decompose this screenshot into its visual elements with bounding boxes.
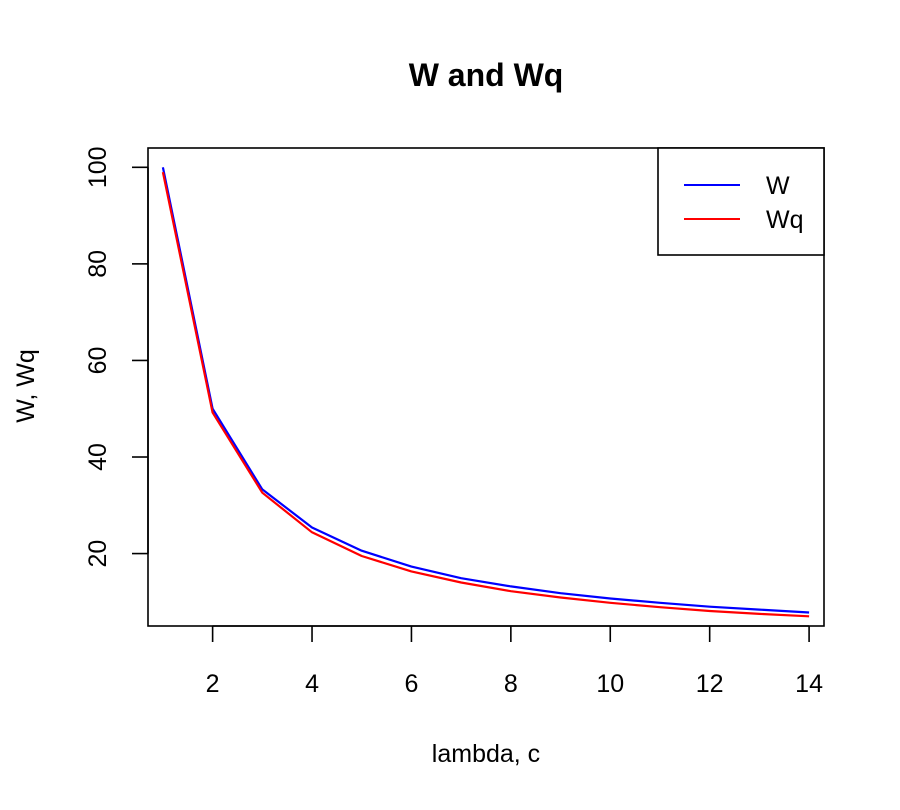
series-group [161, 167, 810, 618]
y-tick-label: 100 [84, 146, 112, 188]
x-tick-label: 4 [305, 670, 319, 698]
legend: W Wq [657, 147, 825, 256]
x-tick-label: 12 [696, 670, 724, 698]
x-tick-label: 14 [795, 670, 823, 698]
legend-box [657, 147, 825, 256]
chart-title: W and Wq [409, 57, 564, 93]
y-tick-label: 60 [84, 347, 112, 375]
legend-label-wq: Wq [766, 206, 804, 234]
x-tick-label: 10 [596, 670, 624, 698]
legend-label-w: W [766, 172, 790, 200]
y-tick-label: 20 [84, 540, 112, 568]
y-axis: 20 40 60 80 100 [84, 146, 149, 568]
y-tick-label: 40 [84, 443, 112, 471]
series-line-w [161, 167, 810, 614]
series-line-wq [161, 171, 810, 618]
y-axis-label: W, Wq [12, 349, 40, 423]
x-tick-label: 6 [404, 670, 418, 698]
x-axis: 2 4 6 8 10 12 14 [206, 625, 823, 698]
x-tick-label: 2 [206, 670, 220, 698]
y-tick-label: 80 [84, 250, 112, 278]
x-axis-label: lambda, c [432, 740, 540, 768]
x-tick-label: 8 [504, 670, 518, 698]
